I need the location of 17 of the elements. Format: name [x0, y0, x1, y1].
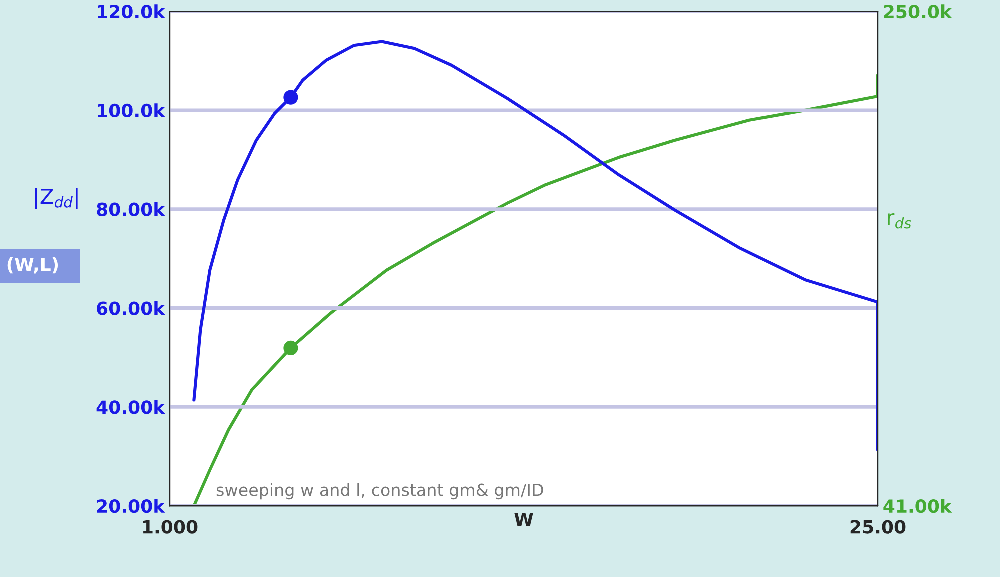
- annotation: sweeping w and l, constant gm& gm/ID: [216, 483, 544, 500]
- text: (W,L): [8, 257, 58, 274]
- y2-axis-title: r$_{ds}$: [888, 214, 912, 229]
- y-tick-label: 60.00k: [97, 301, 166, 316]
- y2-tick-label: 41.00k: [884, 499, 952, 514]
- y-tick-label: 20.00k: [97, 499, 166, 514]
- y2-tick-label: 250.0k: [884, 4, 952, 19]
- line-series: [192, 74, 878, 506]
- y-tick-label: 100.0k: [98, 104, 166, 118]
- y-axis-title: |Z$_{dd}$|: [36, 188, 78, 210]
- y-tick-label: 40.00k: [96, 400, 166, 414]
- x-axis-title: W: [514, 512, 534, 526]
- x-tick-label: 1.000: [143, 520, 198, 534]
- y-tick-label: 80.00k: [97, 202, 166, 216]
- y-tick-label: 120.0k: [98, 4, 166, 19]
- line-series: [192, 40, 878, 452]
- x-tick-label: 25.00: [850, 520, 906, 534]
